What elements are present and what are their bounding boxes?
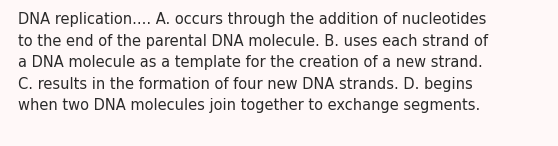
Text: a DNA molecule as a template for the creation of a new strand.: a DNA molecule as a template for the cre… xyxy=(18,55,483,70)
Text: DNA replication.... A. occurs through the addition of nucleotides: DNA replication.... A. occurs through th… xyxy=(18,12,487,27)
Text: when two DNA molecules join together to exchange segments.: when two DNA molecules join together to … xyxy=(18,98,480,113)
Text: to the end of the parental DNA molecule. B. uses each strand of: to the end of the parental DNA molecule.… xyxy=(18,33,488,48)
Text: C. results in the formation of four new DNA strands. D. begins: C. results in the formation of four new … xyxy=(18,77,473,92)
